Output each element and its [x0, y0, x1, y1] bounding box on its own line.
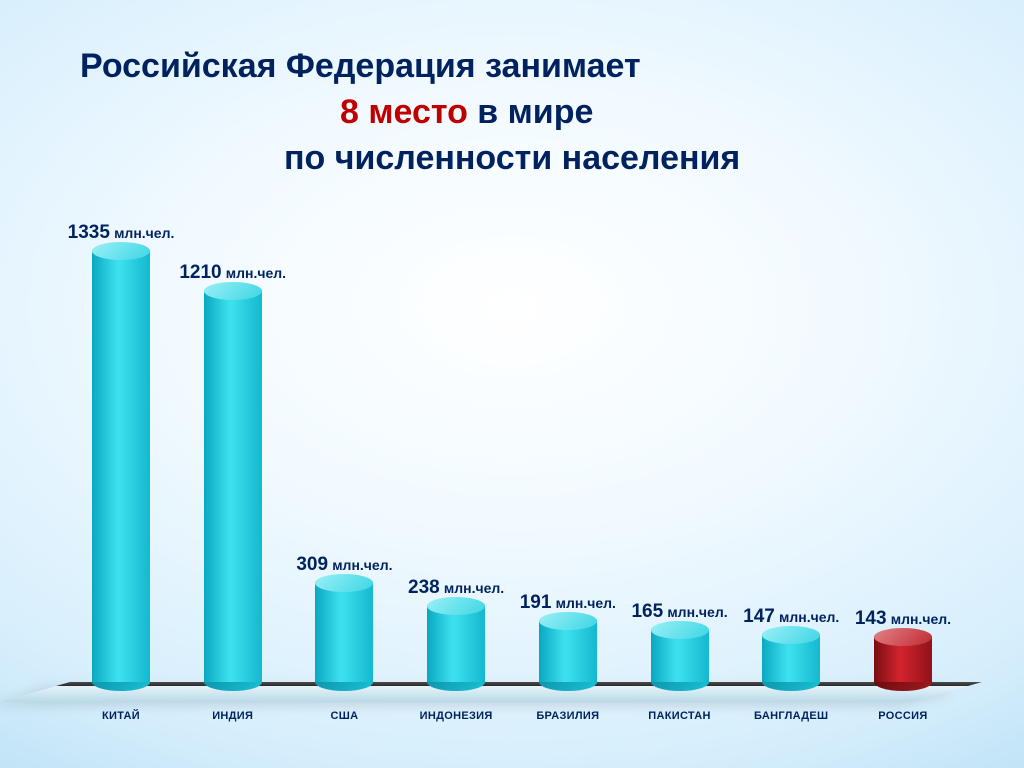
bar-x-label: РОССИЯ — [878, 710, 927, 722]
bar-x-label: КИТАЙ — [102, 710, 140, 722]
bar-value-label: 238 млн.чел. — [408, 577, 504, 599]
bar-пакистан: 165 млн.чел.ПАКИСТАН — [637, 629, 723, 682]
chart-floor-front — [0, 686, 968, 702]
bar-top-cap — [651, 621, 709, 639]
bar-top-cap — [92, 242, 150, 260]
chart-columns: 1335 млн.чел.КИТАЙ 1210 млн.чел.ИНДИЯ 309 … — [56, 182, 968, 682]
bar-индия: 1210 млн.чел.ИНДИЯ — [190, 290, 276, 682]
bar-cylinder — [762, 634, 820, 682]
bar-value-label: 309 млн.чел. — [296, 554, 392, 576]
bar-x-label: БАНГЛАДЕШ — [754, 710, 828, 722]
bar-индонезия: 238 млн.чел.ИНДОНЕЗИЯ — [413, 605, 499, 682]
bar-top-cap — [204, 282, 262, 300]
bar-сша: 309 млн.чел.США — [301, 582, 387, 682]
population-bar-chart: 1335 млн.чел.КИТАЙ1210 млн.чел.ИНДИЯ309 … — [56, 168, 968, 728]
bar-body — [92, 250, 150, 682]
bar-value-label: 165 млн.чел. — [631, 601, 727, 623]
bar-value-label: 1335 млн.чел. — [68, 222, 175, 244]
bar-body — [315, 582, 373, 682]
bar-cylinder — [539, 620, 597, 682]
bar-китай: 1335 млн.чел.КИТАЙ — [78, 250, 164, 682]
bar-value-label: 143 млн.чел. — [855, 608, 951, 630]
bar-top-cap — [762, 626, 820, 644]
bar-value-label: 1210 млн.чел. — [179, 262, 286, 284]
bar-body — [427, 605, 485, 682]
bar-value-label: 191 млн.чел. — [520, 592, 616, 614]
bar-cylinder — [92, 250, 150, 682]
bar-value-label: 147 млн.чел. — [743, 606, 839, 628]
bar-top-cap — [874, 628, 932, 646]
bar-x-label: ИНДИЯ — [212, 710, 253, 722]
bar-cylinder — [874, 636, 932, 682]
bar-body — [204, 290, 262, 682]
bar-x-label: США — [330, 710, 358, 722]
bar-cylinder — [315, 582, 373, 682]
bar-россия: 143 млн.чел.РОССИЯ — [860, 636, 946, 682]
bar-x-label: ИНДОНЕЗИЯ — [420, 710, 493, 722]
bar-cylinder — [427, 605, 485, 682]
bar-top-cap — [539, 612, 597, 630]
chart-title: Российская Федерация занимает 8 место в … — [80, 44, 960, 182]
bar-бразилия: 191 млн.чел.БРАЗИЛИЯ — [525, 620, 611, 682]
title-line1: Российская Федерация занимает — [80, 47, 641, 85]
bar-x-label: ПАКИСТАН — [648, 710, 710, 722]
bar-top-cap — [427, 597, 485, 615]
title-accent: 8 место — [340, 93, 468, 131]
bar-top-cap — [315, 574, 373, 592]
bar-x-label: БРАЗИЛИЯ — [536, 710, 599, 722]
title-tail: в мире — [468, 93, 594, 131]
bar-cylinder — [204, 290, 262, 682]
bar-бангладеш: 147 млн.чел.БАНГЛАДЕШ — [748, 634, 834, 682]
bar-cylinder — [651, 629, 709, 682]
